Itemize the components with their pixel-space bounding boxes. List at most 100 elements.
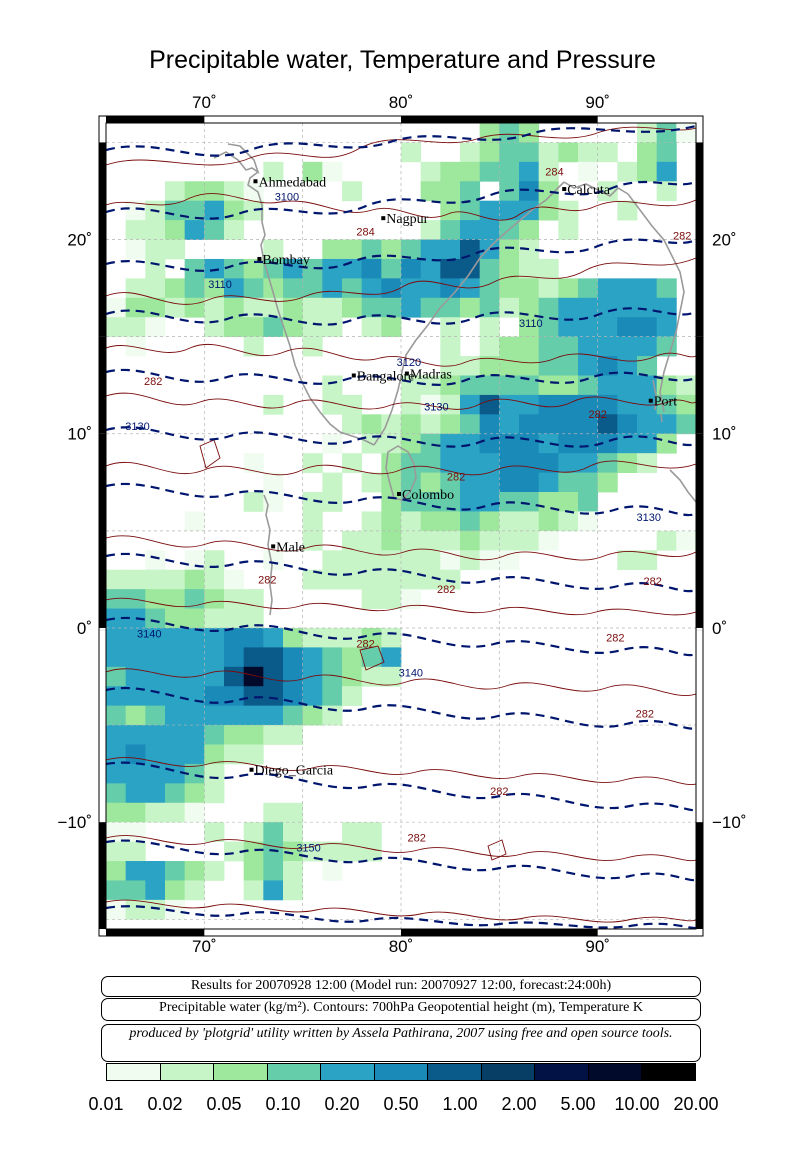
lat-tick-label: −10˚ [712,813,747,832]
temp-contour [106,597,696,616]
precip-cell [597,142,618,163]
precip-cell [538,258,559,279]
precip-cell [637,123,658,143]
precip-cell [637,414,658,435]
precip-cell [145,880,166,901]
precip-cell [204,569,225,590]
precip-cell [184,627,205,648]
precip-cell [145,239,166,260]
precip-cell [342,394,363,415]
precip-cell [578,453,599,473]
temp-contour-label: 282 [447,471,465,483]
chart-title: Precipitable water, Temperature and Pres… [149,46,656,74]
colorbar-swatch [642,1064,696,1080]
city-label: Nagpur [386,212,428,227]
precip-cell [342,666,363,687]
height-contour-label: 3140 [137,629,161,641]
precip-cell [283,627,304,648]
precip-cell [460,511,481,532]
precip-cell [184,608,205,629]
precip-cell [322,666,343,687]
precip-cell [204,200,225,221]
precip-cell [125,880,146,901]
srilanka-coast [385,445,417,501]
height-contour [106,124,696,157]
precip-cell [106,899,127,920]
colorbar-tick: 1.00 [442,1094,478,1114]
precip-cell [165,763,186,784]
precip-cell [361,472,382,493]
precip-cell [637,278,658,299]
precip-cell [479,317,500,338]
colorbar-swatch [374,1064,429,1080]
precip-cell [440,530,461,551]
precip-cell [106,297,127,318]
lon-tick-label: 70˚ [192,937,217,956]
precip-cell [519,453,540,473]
precip-cell [145,666,166,687]
precip-cell [184,705,205,726]
colorbar-tick-labels: 0.01 0.02 0.05 0.10 0.20 0.50 1.00 2.00 5.00 10.0… [0,1094,805,1118]
precip-cell [204,647,225,668]
precip-cell [106,880,127,901]
precip-cell [125,608,146,629]
frame-bar-bottom [106,929,205,936]
precip-cell [125,200,146,221]
precip-cell [420,161,441,182]
colorbar-swatch [588,1064,643,1080]
precip-cell [224,297,245,318]
precip-cell [184,511,205,532]
precip-cell [263,666,284,687]
colorbar-tick: 0.05 [206,1094,242,1114]
city-label: Bombay [262,253,309,268]
precip-cell [125,686,146,707]
precip-cell [145,317,166,338]
precip-cell [342,181,363,202]
precip-cell [263,647,284,668]
precip-cell [106,647,127,668]
precip-cell [578,433,599,454]
city-label: Diego_Garcia [255,764,334,779]
precip-cell [617,453,638,473]
precip-cell [125,220,146,240]
precip-cell [420,239,441,260]
lat-tick-label: 10˚ [712,425,737,444]
precip-cell [342,453,363,473]
temperature-contour-layer [106,126,696,923]
maldives-islands [263,494,273,616]
temp-contour [487,839,507,861]
precip-cell [440,220,461,240]
precip-cell [224,841,245,862]
precip-cell [184,569,205,590]
precip-cell [381,647,402,668]
precip-cell [499,550,520,571]
precip-cell [165,569,186,590]
colorbar-tick: 0.02 [147,1094,183,1114]
precip-cell [322,278,343,299]
temp-contour [106,257,696,305]
precip-cell [204,181,225,202]
precip-cell [479,511,500,532]
city-marker [404,371,409,376]
precip-cell [617,200,638,221]
precip-cell [283,841,304,862]
colorbar-swatch [107,1064,161,1080]
precip-cell [519,336,540,357]
precip-cell [440,414,461,435]
precip-cell [558,492,579,512]
colorbar-tick: 10.00 [614,1094,660,1114]
colorbar-swatch [267,1064,322,1080]
precip-cell [637,375,658,396]
precip-cell [204,220,225,240]
precip-cell [519,181,540,202]
myanmar-coast [627,193,685,413]
precip-cell [243,278,264,299]
precip-cell [656,530,677,551]
precip-cell [106,841,127,862]
city-label: Male [276,540,305,555]
precip-cell [440,278,461,299]
precip-cell [165,608,186,629]
precip-cell [401,297,422,318]
precip-cell [420,530,441,551]
temp-contour [199,439,221,469]
